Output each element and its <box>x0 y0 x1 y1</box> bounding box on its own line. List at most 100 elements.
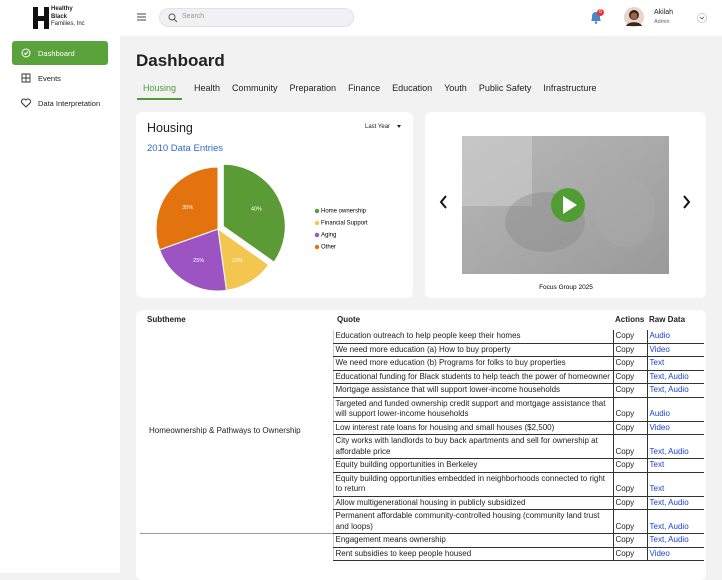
column-header: Quote <box>337 315 361 324</box>
copy-action[interactable]: Copy <box>612 434 647 459</box>
logo-mark <box>33 7 49 29</box>
dropdown-arrow <box>397 125 401 128</box>
filter-dropdown[interactable]: Last Year <box>365 124 390 130</box>
tab[interactable]: Finance <box>348 83 381 93</box>
table-row: Low interest rate loans for housing and … <box>140 421 704 435</box>
search-placeholder: Search <box>182 13 205 20</box>
user-menu-toggle[interactable] <box>697 13 707 23</box>
tab[interactable]: Public Safety <box>478 83 532 93</box>
video-card: Focus Group 2025 <box>425 112 706 298</box>
table-row: Mortgage assistance that will support lo… <box>140 383 704 398</box>
tab[interactable]: Youth <box>444 83 467 93</box>
table-wrap: Homeownership & Pathways to Ownership Edu… <box>140 330 704 561</box>
table-row: Rent subsidies to keep people housed Copy… <box>140 547 704 561</box>
chart-subtitle: 2010 Data Entries <box>147 143 223 154</box>
chart-card: Housing 2010 Data Entries Last Year 40% 1… <box>136 112 413 298</box>
nav-icon <box>21 98 31 108</box>
raw-data-link[interactable]: Audio <box>646 397 704 422</box>
subtheme-text: Homeownership & Pathways to Ownership <box>149 426 301 436</box>
quote-cell: Mortgage assistance that will support lo… <box>332 383 613 398</box>
logo-line: Healthy <box>51 6 73 12</box>
copy-action[interactable]: Copy <box>612 397 647 422</box>
tab[interactable]: Education <box>392 83 433 93</box>
column-header: Subtheme <box>147 315 186 324</box>
raw-data-link[interactable]: Text, Audio <box>646 370 704 384</box>
tab[interactable]: Preparation <box>289 83 337 93</box>
table-card: Subtheme Quote Actions Raw Data Homeownersh… <box>136 310 706 580</box>
column-header: Raw Data <box>649 315 686 324</box>
tab[interactable]: Housing <box>137 83 183 100</box>
nav-item[interactable]: Dashboard <box>12 41 108 65</box>
top-bar: Healthy Black Families, Inc Search 6 Aki… <box>0 0 722 36</box>
pie-slice <box>155 166 219 251</box>
raw-data-link[interactable]: Text <box>646 356 704 371</box>
menu-icon[interactable] <box>136 12 147 22</box>
nav-icon <box>21 73 31 83</box>
raw-data-link[interactable]: Text, Audio <box>646 434 704 459</box>
slice-label: 40% <box>251 207 262 213</box>
nav-item[interactable]: Events <box>12 66 108 90</box>
table-row: Equity building opportunities in Berkele… <box>140 458 704 473</box>
tab[interactable]: Infrastructure <box>543 83 597 93</box>
quote-cell: We need more education (a) How to buy pr… <box>332 343 613 357</box>
subtheme-cell <box>140 533 333 561</box>
slice-label: 15% <box>232 258 243 264</box>
raw-data-link[interactable]: Text <box>646 472 704 497</box>
slice-label: 35% <box>182 205 193 211</box>
table-row: Educational funding for Black students t… <box>140 370 704 384</box>
legend-swatch <box>314 244 320 250</box>
quote-cell: Engagement means ownership <box>332 533 613 548</box>
pie-slice <box>222 163 286 263</box>
user-role: Admin <box>654 19 670 25</box>
next-arrow[interactable] <box>683 195 691 209</box>
copy-action[interactable]: Copy <box>612 509 647 534</box>
quote-cell: Permanent affordable community-controlle… <box>332 509 613 534</box>
copy-action[interactable]: Copy <box>612 370 647 384</box>
quote-cell: Rent subsidies to keep people housed <box>332 547 613 561</box>
prev-arrow[interactable] <box>439 195 447 209</box>
raw-data-link[interactable]: Text, Audio <box>646 496 704 510</box>
copy-action[interactable]: Copy <box>612 343 647 357</box>
video-player: Focus Group 2025 <box>439 136 691 291</box>
copy-action[interactable]: Copy <box>612 496 647 510</box>
table-row: Equity building opportunities embedded i… <box>140 472 704 497</box>
legend-swatch <box>314 232 320 238</box>
notification-badge: 6 <box>597 9 604 16</box>
copy-action[interactable]: Copy <box>612 533 647 548</box>
raw-data-link[interactable]: Text <box>646 458 704 473</box>
copy-action[interactable]: Copy <box>612 547 647 561</box>
nav-item[interactable]: Data Interpretation <box>12 91 108 115</box>
copy-action[interactable]: Copy <box>612 458 647 473</box>
sidebar: Dashboard Events Data Interpretation <box>0 36 120 573</box>
table-row: We need more education (b) Programs for … <box>140 356 704 371</box>
raw-data-link[interactable]: Audio <box>646 330 704 344</box>
raw-data-link[interactable]: Text, Audio <box>646 383 704 398</box>
table-row: Engagement means ownership Copy Text, Audi… <box>140 533 704 561</box>
quote-cell: We need more education (b) Programs for … <box>332 356 613 371</box>
raw-data-link[interactable]: Video <box>646 421 704 435</box>
copy-action[interactable]: Copy <box>612 356 647 371</box>
tab[interactable]: Community <box>232 83 278 93</box>
legend-label: Aging <box>321 233 336 239</box>
tab[interactable]: Health <box>194 83 221 93</box>
chart-title: Housing <box>147 121 193 135</box>
raw-data-link[interactable]: Text, Audio <box>646 533 704 548</box>
legend-label: Home ownership <box>321 209 367 215</box>
legend-swatch <box>314 208 320 214</box>
avatar[interactable] <box>624 7 644 27</box>
copy-action[interactable]: Copy <box>612 421 647 435</box>
logo-line: Black <box>51 13 68 20</box>
logo-line: Families, Inc <box>51 21 85 27</box>
copy-action[interactable]: Copy <box>612 472 647 497</box>
search-box[interactable]: Search <box>159 8 354 27</box>
legend-swatch <box>314 220 320 226</box>
copy-action[interactable]: Copy <box>612 330 647 344</box>
raw-data-link[interactable]: Text, Audio <box>646 509 704 534</box>
copy-action[interactable]: Copy <box>612 383 647 398</box>
table-row: Permanent affordable community-controlle… <box>140 509 704 534</box>
raw-data-link[interactable]: Video <box>646 343 704 357</box>
logo-text: Healthy Black Families, Inc <box>51 6 85 29</box>
legend-label: Financial Support <box>321 221 368 227</box>
raw-data-link[interactable]: Video <box>646 547 704 561</box>
